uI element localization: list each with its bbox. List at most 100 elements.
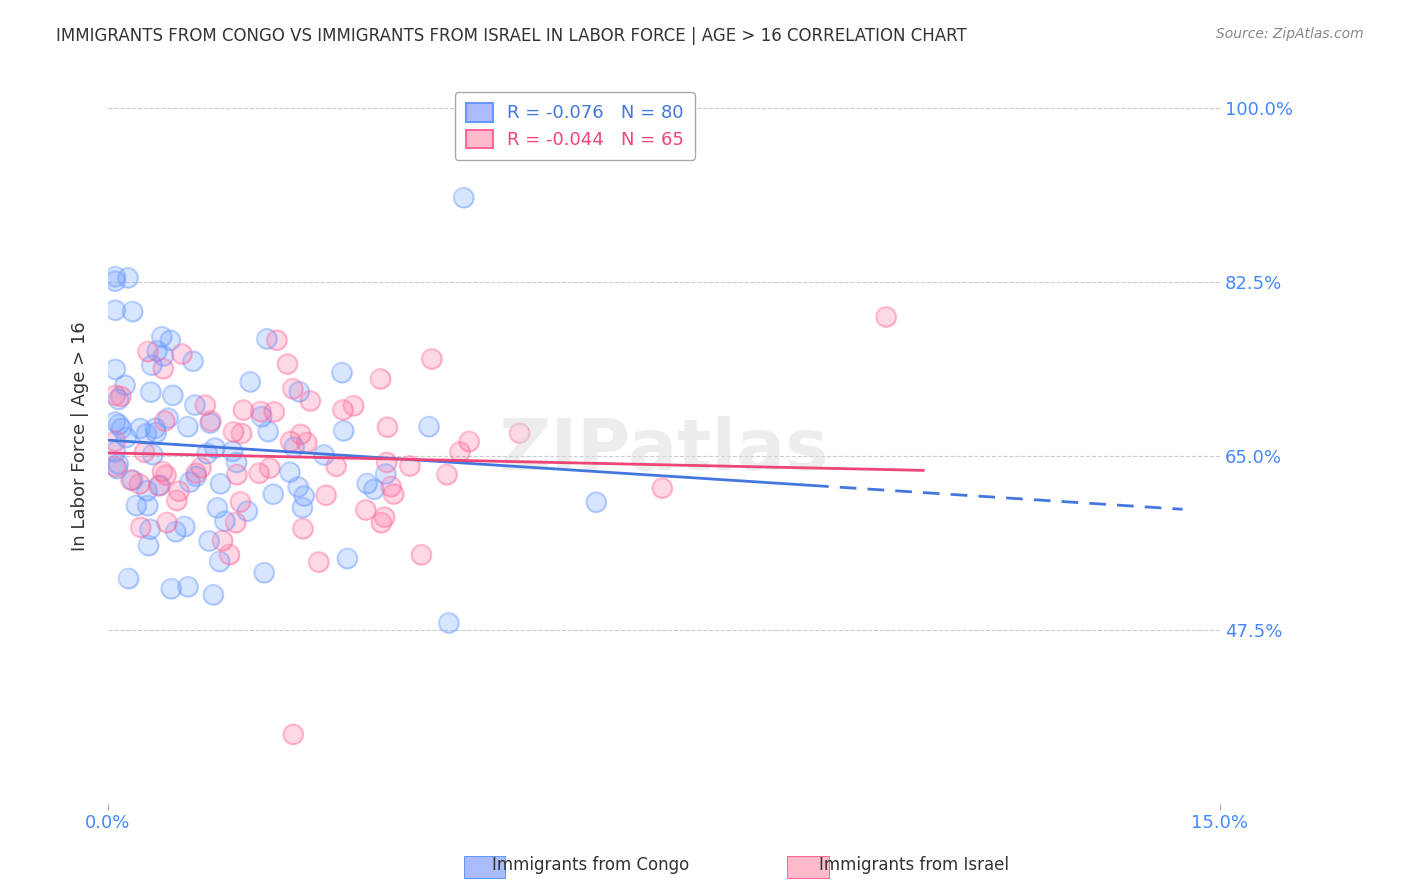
Point xyxy=(875,310,897,324)
Point xyxy=(157,411,180,425)
Point xyxy=(104,415,127,429)
Point xyxy=(152,349,174,363)
Point xyxy=(139,522,162,536)
Point xyxy=(382,487,405,501)
Point xyxy=(380,480,402,494)
Point xyxy=(162,388,184,402)
Point xyxy=(195,446,218,460)
Point xyxy=(257,425,280,439)
Point xyxy=(150,330,173,344)
Point xyxy=(207,500,229,515)
Point xyxy=(114,378,136,392)
Point xyxy=(104,459,127,474)
Point xyxy=(436,467,458,482)
Point xyxy=(281,382,304,396)
Point xyxy=(225,467,247,482)
Point xyxy=(399,458,422,473)
Point xyxy=(222,425,245,439)
Point xyxy=(259,461,281,475)
Text: IMMIGRANTS FROM CONGO VS IMMIGRANTS FROM ISRAEL IN LABOR FORCE | AGE > 16 CORREL: IMMIGRANTS FROM CONGO VS IMMIGRANTS FROM… xyxy=(56,27,967,45)
Point xyxy=(165,524,187,539)
Point xyxy=(139,385,162,400)
Point xyxy=(262,487,284,501)
Point xyxy=(129,421,152,435)
Point xyxy=(104,269,127,284)
Point xyxy=(291,522,314,536)
Point xyxy=(420,351,443,366)
Point xyxy=(145,425,167,440)
Point xyxy=(138,539,160,553)
Point xyxy=(173,519,195,533)
Point xyxy=(146,343,169,358)
Point xyxy=(190,460,212,475)
Point xyxy=(221,444,243,458)
Point xyxy=(105,461,128,475)
Point xyxy=(125,499,148,513)
Point xyxy=(250,409,273,424)
Point xyxy=(308,555,330,569)
Point xyxy=(204,441,226,455)
Point xyxy=(221,444,243,458)
Point xyxy=(437,615,460,630)
Point xyxy=(225,516,247,530)
Point xyxy=(449,445,471,459)
Point xyxy=(232,403,254,417)
Point xyxy=(136,499,159,513)
Point xyxy=(278,465,301,479)
Point xyxy=(453,191,475,205)
Point xyxy=(143,421,166,435)
Point xyxy=(104,274,127,288)
Point xyxy=(107,392,129,407)
Point xyxy=(263,405,285,419)
Point xyxy=(256,332,278,346)
Point xyxy=(449,445,471,459)
Point xyxy=(211,533,233,548)
Point xyxy=(214,514,236,528)
Point xyxy=(153,414,176,428)
Point xyxy=(259,461,281,475)
Point xyxy=(135,426,157,441)
Point xyxy=(129,421,152,435)
Point xyxy=(290,427,312,442)
Point xyxy=(585,495,607,509)
Y-axis label: In Labor Force | Age > 16: In Labor Force | Age > 16 xyxy=(72,321,89,551)
Point xyxy=(121,473,143,487)
Point xyxy=(138,539,160,553)
Point xyxy=(288,384,311,399)
Point xyxy=(149,478,172,492)
Point xyxy=(315,488,337,502)
Point xyxy=(256,332,278,346)
Point xyxy=(177,419,200,434)
Point xyxy=(283,440,305,454)
Point xyxy=(651,481,673,495)
Point xyxy=(651,481,673,495)
Point xyxy=(209,476,232,491)
Point xyxy=(281,382,304,396)
Point xyxy=(292,489,315,503)
Point xyxy=(107,457,129,471)
Point xyxy=(239,375,262,389)
Point xyxy=(418,419,440,434)
Point xyxy=(121,304,143,318)
Point xyxy=(179,475,201,489)
Point xyxy=(370,372,392,386)
Point xyxy=(155,468,177,483)
Point xyxy=(509,426,531,441)
Point xyxy=(200,414,222,428)
Point xyxy=(437,615,460,630)
Point xyxy=(160,582,183,596)
Point xyxy=(342,399,364,413)
Point xyxy=(374,467,396,481)
Point xyxy=(266,333,288,347)
Point xyxy=(142,448,165,462)
Point xyxy=(287,480,309,494)
Point xyxy=(115,431,138,445)
Point xyxy=(108,417,131,432)
Point xyxy=(136,483,159,498)
Point xyxy=(104,388,127,402)
Point xyxy=(104,303,127,318)
Point xyxy=(160,582,183,596)
Point xyxy=(299,394,322,409)
Point xyxy=(354,503,377,517)
Point xyxy=(114,378,136,392)
